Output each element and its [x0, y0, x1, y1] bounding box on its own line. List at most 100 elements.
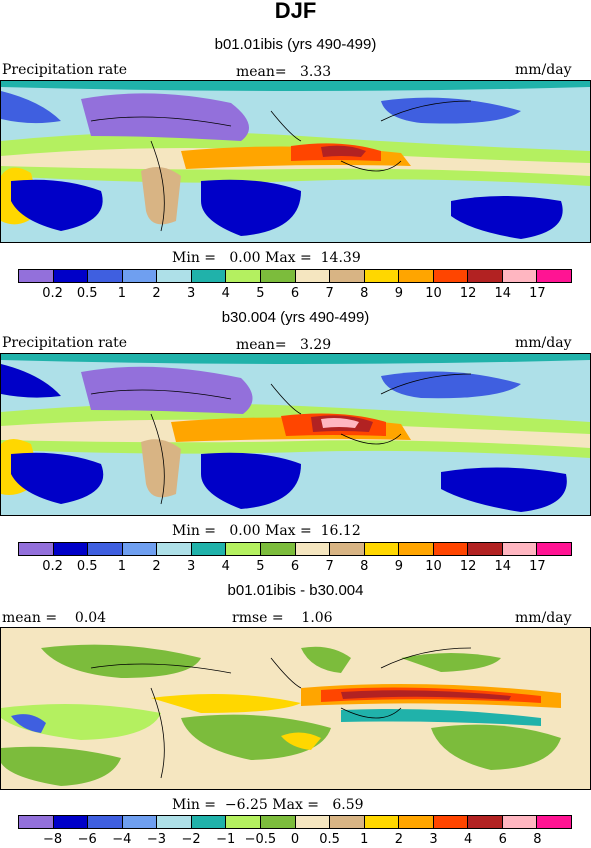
- colorbar-tick-label: 8: [360, 286, 369, 301]
- panel-1-mean-label: mean= 3.33: [236, 64, 332, 80]
- colorbar-tick-label: 3: [429, 832, 438, 847]
- colorbar-swatch: [468, 270, 503, 282]
- colorbar-tick-label: 0.5: [76, 559, 98, 574]
- colorbar-swatch: [295, 816, 331, 828]
- colorbar-swatch: [399, 270, 434, 282]
- panel-1-map-svg: [1, 81, 590, 242]
- colorbar-tick-label: −3: [146, 832, 167, 847]
- colorbar-swatch: [157, 270, 192, 282]
- colorbar-swatch: [433, 543, 469, 555]
- colorbar-tick-label: 2: [152, 286, 161, 301]
- colorbar-swatch: [364, 543, 400, 555]
- colorbar-swatch: [433, 816, 469, 828]
- colorbar-tick-label: 0.2: [42, 286, 63, 301]
- colorbar-swatch: [191, 270, 227, 282]
- colorbar-swatch: [260, 543, 296, 555]
- panel-2-subtitle: b30.004 (yrs 490-499): [221, 309, 370, 326]
- colorbar-tick-label: 7: [325, 286, 334, 301]
- panel-3-units-label: mm/day: [515, 610, 572, 626]
- colorbar-tick-label: 6: [290, 559, 300, 574]
- panel-2-colorbar: [18, 542, 572, 556]
- colorbar-tick-label: 1: [117, 286, 127, 301]
- colorbar-tick-label: 0.5: [319, 832, 340, 847]
- colorbar-swatch: [53, 270, 89, 282]
- colorbar-tick-label: 3: [186, 286, 196, 301]
- colorbar-swatch: [260, 270, 296, 282]
- colorbar-tick-label: 8: [360, 559, 369, 574]
- panel-1-colorbar: [18, 269, 572, 283]
- colorbar-swatch: [122, 816, 158, 828]
- colorbar-swatch: [122, 270, 158, 282]
- panel-3-minmax: Min = −6.25 Max = 6.59: [172, 797, 364, 813]
- colorbar-tick-label: −8: [43, 832, 63, 847]
- colorbar-swatch: [88, 543, 123, 555]
- colorbar-tick-label: 4: [463, 832, 473, 847]
- panel-1-units-label: mm/day: [515, 62, 572, 78]
- panel-2-units-label: mm/day: [515, 335, 572, 351]
- colorbar-swatch: [502, 270, 538, 282]
- colorbar-swatch: [53, 543, 89, 555]
- colorbar-tick-label: 9: [394, 559, 404, 574]
- panel-2-map: [0, 353, 591, 516]
- colorbar-tick-label: 5: [256, 286, 265, 301]
- colorbar-swatch: [226, 816, 261, 828]
- colorbar-swatch: [468, 816, 503, 828]
- colorbar-swatch: [157, 816, 192, 828]
- colorbar-tick-label: 17: [529, 559, 546, 574]
- colorbar-swatch: [191, 816, 227, 828]
- colorbar-tick-label: 12: [459, 559, 477, 574]
- colorbar-tick-label: −2: [181, 832, 201, 847]
- colorbar-swatch: [364, 270, 400, 282]
- colorbar-tick-label: −1: [216, 832, 236, 847]
- colorbar-swatch: [88, 816, 123, 828]
- colorbar-tick-label: 0: [290, 832, 300, 847]
- colorbar-swatch: [122, 543, 158, 555]
- colorbar-swatch: [330, 816, 365, 828]
- colorbar-tick-label: 1: [360, 832, 369, 847]
- colorbar-swatch: [399, 816, 434, 828]
- colorbar-swatch: [260, 816, 296, 828]
- colorbar-swatch: [468, 543, 503, 555]
- panel-2-mean-label: mean= 3.29: [236, 337, 332, 353]
- colorbar-swatch: [295, 270, 331, 282]
- colorbar-swatch: [502, 816, 538, 828]
- panel-3-map-svg: [1, 628, 590, 789]
- colorbar-swatch: [88, 270, 123, 282]
- panel-1-minmax: Min = 0.00 Max = 14.39: [172, 250, 361, 266]
- colorbar-swatch: [537, 270, 571, 282]
- panel-3-map: [0, 627, 591, 790]
- panel-1-subtitle: b01.01ibis (yrs 490-499): [214, 36, 377, 53]
- panel-1-variable-label: Precipitation rate: [2, 62, 128, 78]
- panel-3-colorbar-ticks: −8 −6 −4 −3 −2 −1 −0.5 0 0.5 1 2 3 4 6 8: [18, 832, 572, 848]
- colorbar-swatch: [191, 543, 227, 555]
- colorbar-swatch: [537, 543, 571, 555]
- panel-2-variable-label: Precipitation rate: [2, 335, 128, 351]
- colorbar-tick-label: 12: [459, 286, 477, 301]
- colorbar-tick-label: −0.5: [244, 832, 277, 847]
- panel-1-map: [0, 80, 591, 243]
- colorbar-swatch: [226, 543, 261, 555]
- colorbar-tick-label: 14: [494, 559, 512, 574]
- colorbar-tick-label: 5: [256, 559, 265, 574]
- colorbar-tick-label: 9: [394, 286, 404, 301]
- colorbar-swatch: [157, 543, 192, 555]
- colorbar-tick-label: 0.5: [76, 286, 98, 301]
- colorbar-tick-label: −4: [112, 832, 132, 847]
- colorbar-tick-label: 8: [533, 832, 542, 847]
- colorbar-tick-label: 1: [117, 559, 127, 574]
- colorbar-tick-label: 14: [494, 286, 512, 301]
- panel-3-mean-label: mean = 0.04: [2, 610, 107, 626]
- colorbar-swatch: [19, 270, 54, 282]
- panel-2-minmax: Min = 0.00 Max = 16.12: [172, 523, 361, 539]
- colorbar-tick-label: 10: [425, 286, 442, 301]
- colorbar-swatch: [295, 543, 331, 555]
- colorbar-tick-label: 3: [186, 559, 196, 574]
- colorbar-swatch: [19, 543, 54, 555]
- panel-1-colorbar-ticks: 0.2 0.5 1 2 3 4 5 6 7 8 9 10 12 14 17: [18, 286, 572, 302]
- colorbar-swatch: [53, 816, 89, 828]
- panel-3-colorbar: [18, 815, 572, 829]
- colorbar-swatch: [537, 816, 571, 828]
- colorbar-swatch: [364, 816, 400, 828]
- panel-2-map-svg: [1, 354, 590, 515]
- colorbar-swatch: [330, 270, 365, 282]
